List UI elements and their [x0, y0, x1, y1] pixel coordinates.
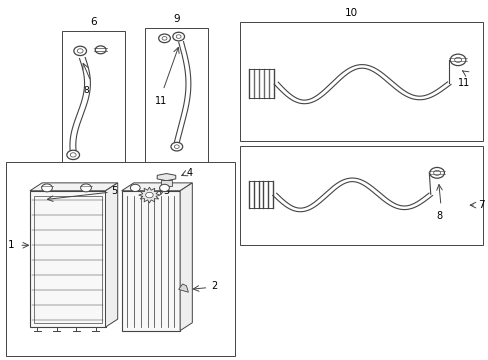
Text: 3: 3 — [163, 186, 169, 196]
Circle shape — [67, 150, 80, 159]
Text: 9: 9 — [173, 14, 179, 24]
Bar — [160, 180, 172, 186]
Bar — [144, 28, 207, 164]
Circle shape — [172, 32, 184, 41]
Polygon shape — [139, 187, 160, 203]
Circle shape — [176, 35, 181, 39]
Circle shape — [159, 184, 169, 192]
Circle shape — [145, 192, 153, 198]
Polygon shape — [157, 174, 175, 181]
Bar — [239, 22, 483, 140]
Text: 11: 11 — [457, 78, 469, 88]
Circle shape — [95, 46, 106, 54]
Circle shape — [41, 184, 52, 192]
Polygon shape — [122, 183, 192, 191]
Text: 7: 7 — [477, 200, 483, 210]
Bar — [122, 191, 180, 330]
Circle shape — [81, 184, 91, 192]
Circle shape — [77, 49, 83, 53]
Circle shape — [70, 153, 76, 157]
Circle shape — [174, 145, 179, 148]
Circle shape — [454, 57, 461, 62]
Circle shape — [433, 170, 440, 175]
Circle shape — [429, 167, 444, 178]
Bar — [239, 146, 483, 244]
Text: 4: 4 — [186, 168, 193, 178]
Text: 5: 5 — [110, 186, 117, 196]
Bar — [249, 69, 273, 98]
Circle shape — [74, 46, 86, 55]
Text: 6: 6 — [90, 17, 97, 27]
Circle shape — [158, 34, 170, 42]
Polygon shape — [180, 183, 192, 330]
Bar — [5, 162, 234, 356]
Bar — [249, 181, 272, 208]
Bar — [30, 191, 105, 327]
Text: 2: 2 — [211, 281, 217, 291]
Circle shape — [130, 184, 140, 192]
Bar — [61, 31, 125, 164]
Circle shape — [449, 54, 465, 66]
Text: 8: 8 — [436, 211, 442, 221]
Text: 1: 1 — [8, 239, 15, 249]
Circle shape — [162, 37, 166, 40]
Text: 8: 8 — [83, 86, 89, 95]
Polygon shape — [105, 183, 118, 327]
Circle shape — [171, 142, 183, 151]
Polygon shape — [30, 183, 118, 191]
Polygon shape — [178, 284, 188, 292]
Bar — [34, 196, 102, 323]
Text: 10: 10 — [345, 8, 358, 18]
Text: 11: 11 — [154, 96, 166, 106]
